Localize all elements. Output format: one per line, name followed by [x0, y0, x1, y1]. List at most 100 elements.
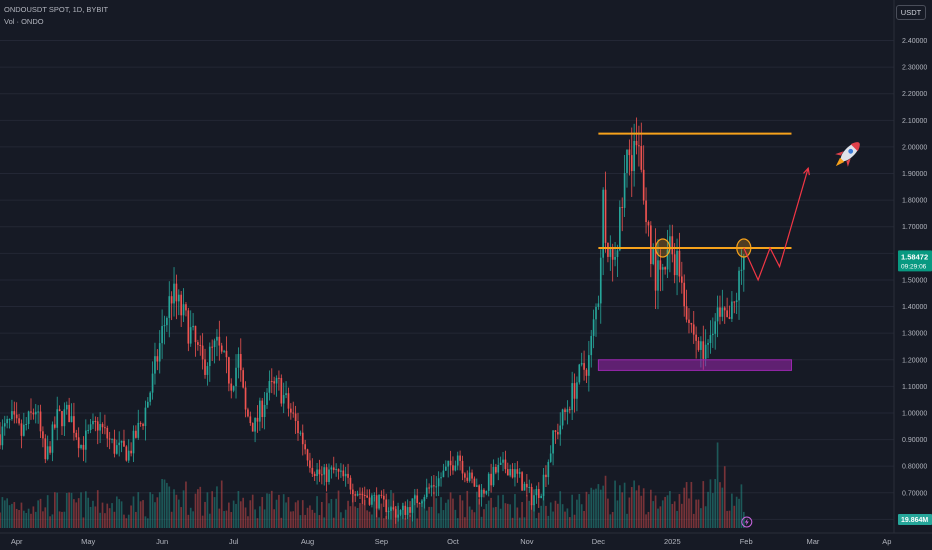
volume-bar — [492, 507, 495, 528]
volume-bar — [719, 482, 721, 528]
price-tick-label: 2.10000 — [902, 118, 927, 125]
volume-bar — [146, 518, 149, 528]
candle-body — [461, 460, 464, 474]
candle-body — [671, 236, 674, 255]
volume-bar — [321, 501, 323, 528]
candle-body — [154, 356, 156, 374]
candle-body — [323, 467, 326, 475]
candle-body — [113, 438, 116, 454]
candle-body — [728, 317, 731, 319]
volume-bar — [139, 501, 142, 528]
volume-bar — [127, 514, 130, 528]
candle-body — [447, 460, 450, 467]
price-scale: 2.40000 2.30000 2.20000 2.10000 2.00000 1.900… — [893, 0, 932, 550]
volume-bar — [242, 497, 245, 528]
candle-body — [208, 346, 211, 367]
volume-bar — [87, 497, 90, 528]
support-zone[interactable] — [597, 359, 792, 371]
candle-body — [580, 363, 583, 365]
projection-path[interactable] — [743, 168, 809, 282]
volume-bar — [511, 517, 514, 528]
candle-body — [39, 411, 42, 432]
volume-bar — [728, 510, 731, 528]
candle-body — [475, 485, 478, 487]
volume-bar — [337, 490, 340, 528]
time-tick-label: Jul — [229, 537, 239, 546]
volume-bar — [204, 501, 206, 528]
candle-body — [99, 424, 101, 431]
volume-bar — [652, 501, 655, 528]
volume-bar — [454, 509, 457, 528]
volume-bar — [73, 499, 75, 528]
candle-body — [237, 354, 240, 368]
volume-bar — [309, 505, 311, 528]
volume-bar — [356, 507, 359, 528]
volume-bar — [495, 506, 497, 528]
candle-body — [6, 419, 8, 424]
candle-body — [342, 470, 345, 477]
candle-body — [545, 474, 547, 478]
volume-bar — [549, 502, 552, 528]
currency-button[interactable]: USDT — [896, 5, 926, 20]
touch-circle[interactable] — [655, 238, 671, 258]
candle-body — [139, 422, 142, 424]
volume-bar — [552, 511, 554, 528]
candle-body — [738, 270, 740, 301]
candle-body — [437, 478, 440, 487]
candle-body — [239, 354, 242, 371]
volume-bar — [101, 502, 104, 528]
candle-body — [173, 283, 175, 304]
candle-body — [65, 404, 68, 410]
candle-body — [15, 414, 18, 419]
volume-bar — [347, 500, 349, 528]
volume-bar — [564, 511, 566, 528]
volume-bar — [452, 498, 454, 528]
current-price-tag[interactable]: 1.58472 09:29:06 — [898, 250, 932, 272]
volume-bar — [380, 503, 383, 528]
volume-bar — [702, 481, 705, 528]
time-axis-background — [0, 533, 932, 550]
candle-body — [340, 470, 342, 472]
candle-body — [118, 442, 121, 446]
candle-body — [666, 249, 669, 270]
volume-bar — [371, 514, 373, 528]
volume-bar — [58, 511, 61, 528]
candle-body — [621, 206, 624, 208]
candle-body — [697, 340, 700, 350]
volume-bar — [685, 482, 688, 528]
price-tick-label: 1.80000 — [902, 198, 927, 205]
price-tick-label: 1.70000 — [902, 224, 927, 231]
volume-bar — [230, 512, 233, 528]
candle-body — [642, 169, 645, 201]
candle-body — [635, 140, 638, 146]
rocket-flame — [835, 157, 845, 167]
volume-bar — [461, 500, 464, 528]
volume-bar — [559, 491, 562, 528]
candle-body — [557, 432, 559, 435]
volume-bar — [163, 479, 166, 528]
candle-body — [204, 359, 206, 375]
volume-bar — [428, 506, 430, 528]
rocket-fin-left — [835, 151, 844, 156]
volume-bar — [721, 487, 724, 528]
candle-body — [125, 446, 128, 461]
volume-bar — [1, 497, 4, 528]
candle-body — [421, 501, 423, 504]
volume-tag-background — [898, 514, 932, 525]
volume-bar — [471, 509, 473, 528]
volume-bar — [628, 497, 631, 528]
candle-body — [192, 325, 194, 328]
candle-body — [127, 450, 130, 461]
price-tick-label: 0.90000 — [902, 437, 927, 444]
candle-body — [716, 307, 719, 322]
candle-body — [70, 416, 73, 423]
lightning-icon[interactable] — [741, 516, 753, 528]
volume-bar — [118, 499, 121, 528]
candle-body — [478, 485, 481, 498]
candle-body — [132, 430, 135, 454]
candle-body — [387, 510, 390, 513]
candle-body — [695, 334, 697, 341]
candle-body — [287, 393, 290, 409]
candle-body — [146, 401, 149, 408]
